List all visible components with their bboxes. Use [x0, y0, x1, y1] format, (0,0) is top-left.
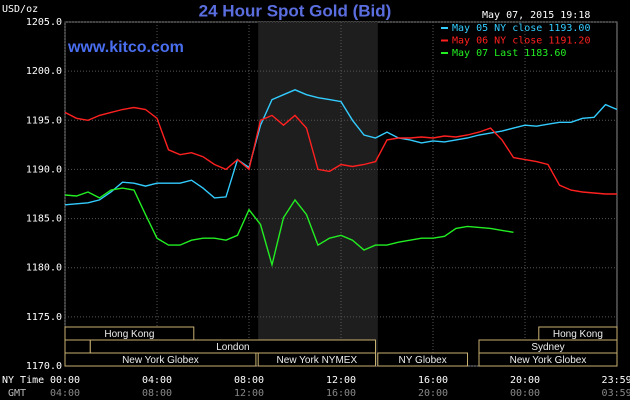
- x-axis-label: NY Time: [2, 375, 44, 386]
- x-tick-label: 04:00: [142, 375, 172, 386]
- x-tick-label: 08:00: [234, 375, 264, 386]
- session-label: Hong Kong: [553, 329, 603, 340]
- y-tick-label: 1205.0: [26, 17, 62, 28]
- x-tick-label: 20:00: [510, 375, 540, 386]
- session-box: [64, 339, 91, 354]
- legend-label: May 07 Last 1183.60: [452, 48, 566, 59]
- y-tick-label: 1175.0: [26, 312, 62, 323]
- legend-label: May 05 NY close 1193.00: [452, 23, 590, 34]
- y-tick-label: 1170.0: [26, 361, 62, 372]
- session-box: [64, 352, 257, 367]
- x2-tick-label: 00:00: [510, 388, 540, 399]
- x2-tick-label: 20:00: [418, 388, 448, 399]
- session-box: [377, 352, 468, 367]
- series-line: [64, 106, 617, 195]
- x-tick-label: 16:00: [418, 375, 448, 386]
- chart-title: 24 Hour Spot Gold (Bid): [199, 1, 392, 20]
- y-tick-label: 1185.0: [26, 214, 62, 225]
- x-tick-label: 23:59: [602, 375, 630, 386]
- x2-tick-label: 04:00: [50, 388, 80, 399]
- x2-tick-label: 08:00: [142, 388, 172, 399]
- x-tick-label: 12:00: [326, 375, 356, 386]
- x2-tick-label: 16:00: [326, 388, 356, 399]
- x-tick-label: 00:00: [50, 375, 80, 386]
- y-tick-label: 1200.0: [26, 66, 62, 77]
- x2-tick-label: 03:59: [602, 388, 630, 399]
- session-box: [257, 352, 377, 367]
- session-label: Sydney: [531, 342, 564, 353]
- series-line: [64, 89, 618, 206]
- session-label: NY Globex: [399, 355, 447, 366]
- y-axis-label: USD/oz: [2, 4, 38, 15]
- x2-axis-label: GMT: [8, 388, 26, 399]
- session-label: Hong Kong: [104, 329, 154, 340]
- subtitle: www.kitco.com: [67, 39, 184, 56]
- session-box: [478, 352, 618, 367]
- session-label: New York NYMEX: [277, 355, 358, 366]
- timestamp: May 07, 2015 19:18: [482, 10, 590, 21]
- series-line: [64, 187, 514, 268]
- x2-tick-label: 12:00: [234, 388, 264, 399]
- y-tick-label: 1190.0: [26, 164, 62, 175]
- session-label: New York Globex: [122, 355, 199, 366]
- y-tick-label: 1195.0: [26, 115, 62, 126]
- legend-label: May 06 NY close 1191.20: [452, 36, 590, 47]
- session-label: London: [216, 342, 249, 353]
- session-label: New York Globex: [510, 355, 587, 366]
- highlight-band: [258, 22, 378, 366]
- y-tick-label: 1180.0: [26, 263, 62, 274]
